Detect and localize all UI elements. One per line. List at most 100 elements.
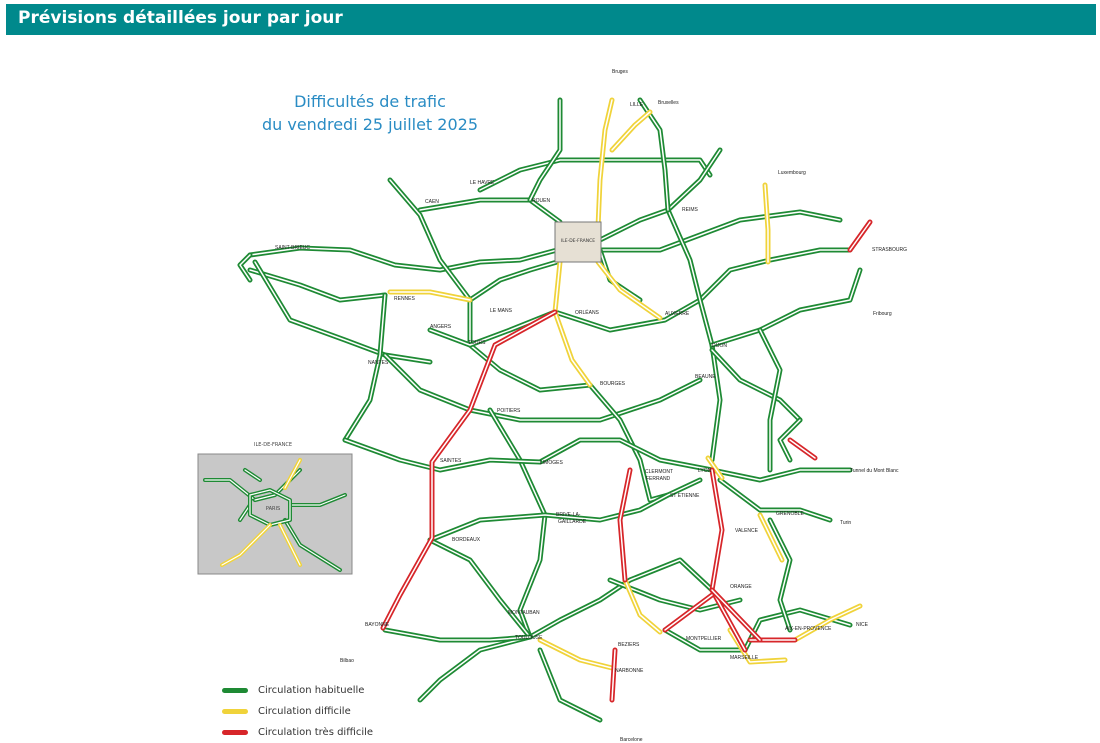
road-segment — [711, 469, 746, 651]
legend-item-normal: Circulation habituelle — [222, 680, 373, 701]
city-label-strasbourg: STRASBOURG — [872, 247, 907, 253]
city-label-mont-blanc: Tunnel du Mont Blanc — [850, 468, 899, 474]
city-label-tours: TOURS — [468, 340, 486, 346]
road-segment — [284, 519, 341, 571]
road-segment — [244, 469, 261, 481]
road-segment — [429, 311, 556, 346]
city-label-valence: VALENCE — [735, 528, 759, 534]
road-segment — [489, 409, 546, 638]
city-label-montpellier: MONTPELLIER — [686, 636, 722, 642]
city-label-lyon: LYON — [698, 468, 712, 474]
legend-label: Circulation habituelle — [258, 685, 365, 696]
city-label-orleans: ORLÉANS — [575, 309, 600, 316]
legend-item-very-difficult: Circulation très difficile — [222, 722, 373, 743]
road-segment — [254, 261, 431, 363]
road-segment — [429, 539, 531, 638]
road-segment — [477, 157, 713, 193]
city-label-nantes: NANTES — [368, 360, 389, 366]
road-segment — [344, 439, 541, 471]
map-title-line2: du vendredi 25 juillet 2025 — [261, 115, 479, 134]
road-segment — [469, 261, 558, 301]
inset-roads — [203, 458, 347, 572]
road-segment — [539, 439, 713, 471]
road-segment — [239, 254, 251, 281]
road-segment — [597, 99, 613, 229]
road-segment — [417, 634, 533, 703]
city-label-nice: NICE — [856, 622, 869, 628]
road-segment — [729, 629, 786, 663]
city-label-dijon: DIJON — [712, 343, 727, 349]
road-segment — [389, 291, 471, 301]
city-label-lille: LILLE — [630, 102, 644, 108]
road-segment — [711, 469, 851, 481]
legend-swatch — [222, 688, 248, 693]
city-label-rouen: ROUEN — [532, 198, 550, 204]
city-label-luxembourg: Luxembourg — [778, 170, 806, 176]
road-segment — [789, 439, 816, 459]
road-segment — [249, 489, 291, 526]
road-segment — [204, 479, 256, 501]
city-label-auxerre: AUXERRE — [665, 311, 690, 317]
road-segment — [249, 247, 558, 271]
road-segment — [289, 494, 346, 506]
road-segment — [624, 579, 661, 633]
road-segment — [247, 245, 560, 273]
road-segment — [611, 649, 616, 701]
road-segment — [597, 209, 843, 253]
city-label-clermont: CLERMONT — [645, 469, 673, 475]
road-segment — [429, 479, 701, 541]
city-label-limoges: LIMOGES — [540, 460, 563, 466]
city-label-saint-brieuc: SAINT-BRIEUC — [275, 245, 310, 251]
city-label-beziers: BEZIERS — [618, 642, 640, 648]
city-label-poitiers: POITIERS — [497, 408, 521, 414]
road-segment — [769, 519, 791, 631]
road-segment — [759, 514, 783, 561]
road-segment — [384, 629, 531, 641]
city-label-orange: ORANGE — [730, 584, 752, 590]
road-segment — [344, 294, 386, 441]
idf-box[interactable] — [554, 221, 602, 263]
road-segment — [709, 267, 863, 348]
road-segment — [249, 269, 386, 301]
road-segment — [597, 261, 661, 319]
city-label-bayonne: BAYONNE — [365, 622, 390, 628]
road-segment — [759, 329, 781, 471]
road-segment — [665, 207, 723, 463]
road-segment — [467, 259, 560, 303]
legend: Circulation habituelle Circulation diffi… — [222, 680, 373, 743]
city-label-angers: ANGERS — [430, 324, 452, 330]
city-label-saintes: SAINTES — [440, 458, 462, 464]
map-title-line1: Difficultés de trafic — [294, 92, 446, 111]
road-segment — [284, 459, 301, 489]
inset-paris-label: PARIS — [266, 506, 280, 512]
road-segment — [419, 199, 561, 223]
city-label-bilbao: Bilbao — [340, 658, 354, 664]
idf-box-label: ILE-DE-FRANCE — [561, 238, 595, 244]
road-segment — [467, 297, 593, 393]
legend-label: Circulation difficile — [258, 706, 351, 717]
city-label-bruges: Bruges — [612, 69, 628, 75]
road-segment — [221, 524, 271, 566]
road-segment — [709, 347, 803, 423]
city-labels: Bruges LILLE Bruxelles Luxembourg LE HAVRE RO… — [275, 69, 907, 743]
city-label-le-mans: LE MANS — [490, 308, 513, 314]
city-label-turin: Turin — [840, 520, 851, 526]
city-label-aix: AIX-EN-PROVENCE — [785, 626, 832, 632]
legend-swatch — [222, 709, 248, 714]
city-label-beaune: BEAUNE — [695, 374, 716, 380]
map-title: Difficultés de trafic du vendredi 25 jui… — [240, 90, 500, 136]
road-segment — [554, 261, 591, 386]
city-label-grenoble: GRENOBLE — [776, 511, 804, 517]
roads-difficult — [387, 97, 863, 671]
road-segment — [711, 589, 761, 641]
city-label-fribourg: Fribourg — [873, 311, 892, 317]
section-title: Prévisions détaillées jour par jour — [18, 8, 343, 28]
roads-very-difficult — [380, 219, 873, 703]
road-segment — [664, 594, 713, 631]
road-segment — [779, 419, 801, 461]
inset-background — [197, 453, 353, 575]
road-segment — [537, 637, 615, 671]
idf-inset[interactable]: ILE-DE-FRANCE PARIS — [197, 442, 353, 575]
road-segment — [389, 179, 471, 301]
city-label-bordeaux: BORDEAUX — [452, 537, 481, 543]
